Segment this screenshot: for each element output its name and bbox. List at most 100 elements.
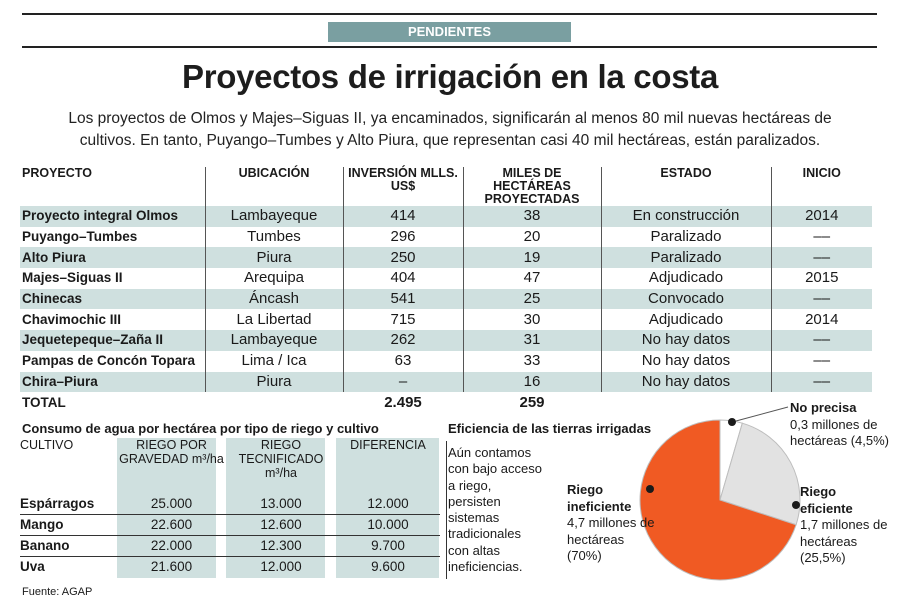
cell-estado: Paralizado	[600, 247, 771, 269]
cell-inicio: 2015	[770, 268, 872, 289]
header-hectareas: MILES DE HECTÁREAS PROYECTADAS	[462, 167, 601, 206]
water-cell-diferencia: 12.000	[367, 496, 409, 511]
water-cell-diferencia: 10.000	[336, 514, 440, 536]
cell-ubicacion: Piura	[204, 371, 343, 393]
water-cell-cultivo: Espárragos	[20, 496, 95, 511]
header-cultivo: CULTIVO	[20, 438, 74, 452]
cell-proyecto: Jequetepeque–Zaña II	[20, 330, 205, 351]
cell-inversion: –	[342, 371, 463, 393]
cell-estado: Convocado	[600, 288, 771, 310]
project-row: Puyango–Tumbes Tumbes 296 20 Paralizado ––	[20, 226, 872, 248]
total-inversion: 2.495	[384, 393, 422, 411]
water-row: Espárragos 25.000 13.000 12.000	[20, 494, 440, 515]
cell-estado: Paralizado	[600, 226, 771, 248]
cell-inversion: 250	[342, 247, 463, 269]
efficiency-divider	[446, 441, 447, 579]
cell-estado: No hay datos	[600, 330, 771, 351]
total-ubicacion	[205, 392, 343, 413]
section-tag: PENDIENTES	[328, 22, 571, 42]
project-row: Alto Piura Piura 250 19 Paralizado ––	[20, 247, 872, 269]
water-cell-gravedad: 25.000	[150, 496, 193, 511]
cell-estado: En construcción	[600, 206, 771, 227]
cell-hectareas: 16	[462, 371, 601, 393]
cell-hectareas: 33	[462, 350, 601, 372]
water-table-title: Consumo de agua por hectárea por tipo de…	[22, 421, 379, 436]
total-hectareas: 259	[519, 393, 545, 411]
header-inversion: INVERSIÓN MLLS. US$	[342, 167, 463, 206]
cell-inversion: 63	[342, 350, 463, 372]
cell-estado: Adjudicado	[600, 309, 771, 331]
header-gravedad: RIEGO POR GRAVEDAD m³/ha	[119, 438, 224, 466]
intro-text: Los proyectos de Olmos y Majes–Siguas II…	[68, 110, 832, 149]
cell-hectareas: 20	[462, 226, 601, 248]
cell-inversion: 404	[342, 268, 463, 289]
water-row: Uva 21.600 12.000 9.600	[20, 556, 440, 577]
cell-inversion: 262	[342, 330, 463, 351]
cell-inicio: ––	[770, 330, 872, 351]
cell-inversion: 296	[342, 226, 463, 248]
cell-ubicacion: Piura	[204, 247, 343, 269]
cell-ubicacion: Lima / Ica	[204, 350, 343, 372]
label-ineficiente: Riego ineficiente 4,7 millones de hectár…	[567, 482, 659, 565]
marker-eficiente	[792, 501, 800, 509]
cell-ubicacion: Tumbes	[204, 226, 343, 248]
projects-table: PROYECTO UBICACIÓN INVERSIÓN MLLS. US$ M…	[20, 167, 872, 413]
water-cell-gravedad: 22.000	[117, 535, 226, 557]
source-note: Fuente: AGAP	[22, 586, 93, 598]
leader-no-precisa	[735, 406, 789, 422]
cell-inicio: 2014	[770, 206, 872, 227]
cell-proyecto: Majes–Siguas II	[22, 270, 123, 286]
cell-proyecto: Chavimochic III	[22, 311, 122, 327]
project-row: Chinecas Áncash 541 25 Convocado ––	[20, 288, 872, 310]
water-row: Banano 22.000 12.300 9.700	[20, 535, 440, 557]
cell-ubicacion: La Libertad	[204, 309, 343, 331]
water-cell-cultivo: Mango	[20, 514, 117, 536]
water-row: Mango 22.600 12.600 10.000	[20, 514, 440, 536]
water-cell-diferencia: 9.700	[336, 535, 440, 557]
water-header-row: CULTIVO RIEGO POR GRAVEDAD m³/ha RIEGO T…	[20, 438, 440, 494]
water-cell-gravedad: 21.600	[117, 556, 226, 577]
project-row: Chira–Piura Piura –16 No hay datos ––	[20, 371, 872, 393]
marker-no-precisa	[728, 418, 736, 426]
label-no-precisa-body: 0,3 millones de hectáreas (4,5%)	[790, 416, 889, 449]
cell-inversion: 541	[342, 288, 463, 310]
cell-inicio: ––	[770, 350, 872, 372]
header-ubicacion: UBICACIÓN	[204, 167, 343, 206]
project-row: Proyecto integral Olmos Lambayeque 414 38 En…	[20, 206, 872, 227]
cell-estado: No hay datos	[600, 371, 771, 393]
cell-inicio: ––	[770, 226, 872, 248]
water-cell-tecnificado: 12.000	[226, 556, 336, 577]
header-inicio: INICIO	[770, 167, 872, 206]
page-title: Proyectos de irrigación en la costa	[181, 58, 719, 95]
marker-ineficiente	[646, 485, 654, 493]
label-eficiente: Riego eficiente 1,7 millones de hectárea…	[800, 484, 892, 567]
header-estado: ESTADO	[600, 167, 771, 206]
label-no-precisa-title: No precisa	[790, 400, 857, 415]
top-rule	[22, 13, 877, 15]
pie-slice-riego-eficiente	[719, 422, 801, 526]
cell-estado: No hay datos	[600, 350, 771, 372]
label-eficiente-title: Riego eficiente	[800, 484, 853, 516]
cell-proyecto: Chinecas	[20, 288, 205, 310]
cell-ubicacion: Arequipa	[204, 268, 343, 289]
cell-inversion: 414	[342, 206, 463, 227]
cell-hectareas: 19	[462, 247, 601, 269]
cell-hectareas: 30	[462, 309, 601, 331]
efficiency-note: Aún contamos con bajo acceso a riego, pe…	[448, 445, 542, 575]
efficiency-pie-chart	[639, 406, 801, 581]
project-row: Chavimochic III La Libertad 715 30 Adjudicad…	[20, 309, 872, 331]
cell-ubicacion: Áncash	[204, 288, 343, 310]
project-row: Jequetepeque–Zaña II Lambayeque 262 31 No ha…	[20, 330, 872, 351]
label-ineficiente-title: Riego ineficiente	[567, 482, 632, 514]
cell-hectareas: 31	[462, 330, 601, 351]
header-tecnificado: RIEGO TECNIFICADO m³/ha	[238, 438, 324, 480]
cell-hectareas: 47	[462, 268, 601, 289]
cell-hectareas: 25	[462, 288, 601, 310]
label-eficiente-body: 1,7 millones de hectáreas (25,5%)	[800, 517, 888, 565]
label-no-precisa: No precisa 0,3 millones de hectáreas (4,…	[790, 400, 890, 450]
cell-proyecto: Alto Piura	[20, 247, 205, 269]
water-table: CULTIVO RIEGO POR GRAVEDAD m³/ha RIEGO T…	[20, 438, 440, 577]
header-diferencia: DIFERENCIA	[350, 438, 426, 452]
water-cell-tecnificado: 13.000	[260, 496, 302, 511]
project-row: Pampas de Concón Topara Lima / Ica 63 33 No …	[20, 350, 872, 372]
